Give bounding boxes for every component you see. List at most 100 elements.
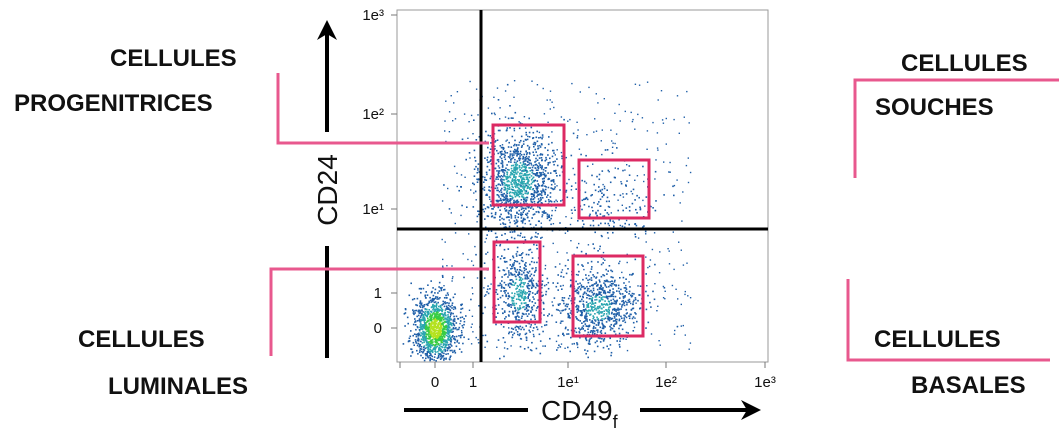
event-dot-basales bbox=[596, 340, 598, 342]
event-dot-basales bbox=[604, 296, 606, 298]
event-dot-negative bbox=[432, 321, 435, 324]
event-dot-progenitrices bbox=[511, 205, 513, 208]
event-dot-luminales bbox=[510, 327, 513, 330]
event-dot-progenitrices bbox=[517, 194, 519, 197]
event-dot-negative bbox=[448, 324, 450, 326]
event-dot-basales bbox=[584, 323, 587, 325]
event-dot-progenitrices bbox=[514, 177, 517, 179]
event-dot-negative bbox=[439, 313, 441, 315]
event-dot-progenitrices bbox=[497, 194, 500, 197]
event-dot-basales bbox=[565, 326, 567, 329]
event-dot-progenitrices bbox=[559, 222, 561, 224]
event-dot-luminales bbox=[514, 316, 517, 318]
event-dot-progenitrices bbox=[510, 117, 513, 119]
event-dot-luminales bbox=[499, 282, 502, 285]
event-dot-negative bbox=[459, 336, 462, 339]
event-dot-progenitrices bbox=[528, 167, 530, 169]
event-dot-basales bbox=[583, 306, 585, 308]
event-dot-background bbox=[663, 161, 665, 163]
event-dot-luminales bbox=[524, 277, 526, 280]
event-dot-negative bbox=[427, 356, 430, 359]
event-dot-luminales bbox=[515, 298, 518, 300]
event-dot-negative bbox=[428, 300, 430, 303]
event-dot-luminales bbox=[515, 271, 518, 273]
event-dot-luminales bbox=[511, 302, 514, 304]
event-dot-progenitrices bbox=[507, 117, 510, 120]
event-dot-background bbox=[688, 348, 690, 350]
event-dot-luminales bbox=[521, 315, 523, 318]
event-dot-background bbox=[508, 327, 510, 329]
event-dot-background bbox=[676, 179, 678, 181]
event-dot-luminales bbox=[525, 313, 527, 315]
event-dot-negative bbox=[447, 353, 449, 355]
event-dot-background bbox=[537, 167, 540, 170]
event-dot-negative bbox=[423, 341, 425, 344]
event-dot-negative bbox=[439, 328, 441, 331]
event-dot-background bbox=[611, 146, 614, 148]
event-dot-progenitrices bbox=[547, 216, 550, 218]
event-dot-negative bbox=[447, 304, 450, 307]
event-dot-negative bbox=[443, 357, 445, 360]
event-dot-progenitrices bbox=[510, 213, 512, 216]
event-dot-progenitrices bbox=[505, 191, 508, 193]
event-dot-progenitrices bbox=[484, 226, 487, 229]
event-dot-basales bbox=[600, 298, 603, 301]
event-dot-luminales bbox=[510, 273, 513, 276]
event-dot-progenitrices bbox=[505, 183, 508, 186]
event-dot-progenitrices bbox=[497, 158, 500, 161]
event-dot-progenitrices bbox=[540, 157, 543, 159]
event-dot-basales bbox=[608, 306, 610, 309]
event-dot-negative bbox=[444, 347, 446, 349]
event-dot-progenitrices bbox=[517, 184, 520, 186]
event-dot-souches bbox=[593, 201, 595, 204]
event-dot-souches bbox=[636, 212, 638, 214]
event-dot-progenitrices bbox=[542, 189, 545, 192]
event-dot-luminales bbox=[507, 305, 510, 307]
event-dot-souches bbox=[580, 153, 582, 156]
x-tick-0: 0 bbox=[431, 374, 439, 391]
event-dot-negative bbox=[447, 344, 450, 346]
event-dot-progenitrices bbox=[537, 166, 539, 169]
event-dot-progenitrices bbox=[536, 190, 539, 193]
event-dot-luminales bbox=[501, 255, 503, 257]
event-dot-progenitrices bbox=[538, 220, 540, 223]
event-dot-negative bbox=[463, 336, 465, 339]
event-dot-background bbox=[470, 189, 472, 191]
event-dot-background bbox=[611, 317, 614, 320]
event-dot-luminales bbox=[515, 325, 518, 328]
event-dot-luminales bbox=[512, 281, 515, 284]
event-dot-basales bbox=[614, 279, 616, 282]
event-dot-basales bbox=[632, 301, 635, 303]
event-dot-negative bbox=[424, 323, 426, 325]
event-dot-progenitrices bbox=[525, 199, 528, 201]
event-dot-basales bbox=[596, 272, 599, 274]
event-dot-progenitrices bbox=[530, 193, 533, 195]
event-dot-background bbox=[665, 117, 667, 120]
event-dot-progenitrices bbox=[499, 156, 501, 158]
event-dot-basales bbox=[593, 322, 596, 325]
event-dot-progenitrices bbox=[525, 139, 527, 141]
event-dot-basales bbox=[557, 309, 560, 311]
event-dot-progenitrices bbox=[528, 163, 530, 166]
event-dot-progenitrices bbox=[538, 176, 540, 178]
event-dot-negative bbox=[444, 333, 446, 335]
event-dot-progenitrices bbox=[572, 132, 575, 135]
event-dot-negative bbox=[440, 327, 442, 330]
event-dot-negative bbox=[437, 324, 440, 327]
event-dot-negative bbox=[428, 322, 430, 325]
event-dot-progenitrices bbox=[553, 188, 556, 190]
event-dot-negative bbox=[426, 310, 429, 313]
event-dot-background bbox=[483, 295, 486, 297]
event-dot-progenitrices bbox=[506, 171, 508, 173]
event-dot-luminales bbox=[501, 285, 503, 288]
event-dot-souches bbox=[613, 194, 616, 196]
event-dot-basales bbox=[557, 289, 559, 291]
event-dot-progenitrices bbox=[513, 169, 516, 172]
event-dot-basales bbox=[603, 310, 605, 312]
event-dot-progenitrices bbox=[508, 192, 511, 194]
event-dot-background bbox=[644, 205, 646, 207]
event-dot-progenitrices bbox=[522, 143, 525, 145]
event-dot-background bbox=[521, 270, 523, 272]
event-dot-background bbox=[542, 87, 544, 90]
event-dot-basales bbox=[598, 313, 600, 315]
